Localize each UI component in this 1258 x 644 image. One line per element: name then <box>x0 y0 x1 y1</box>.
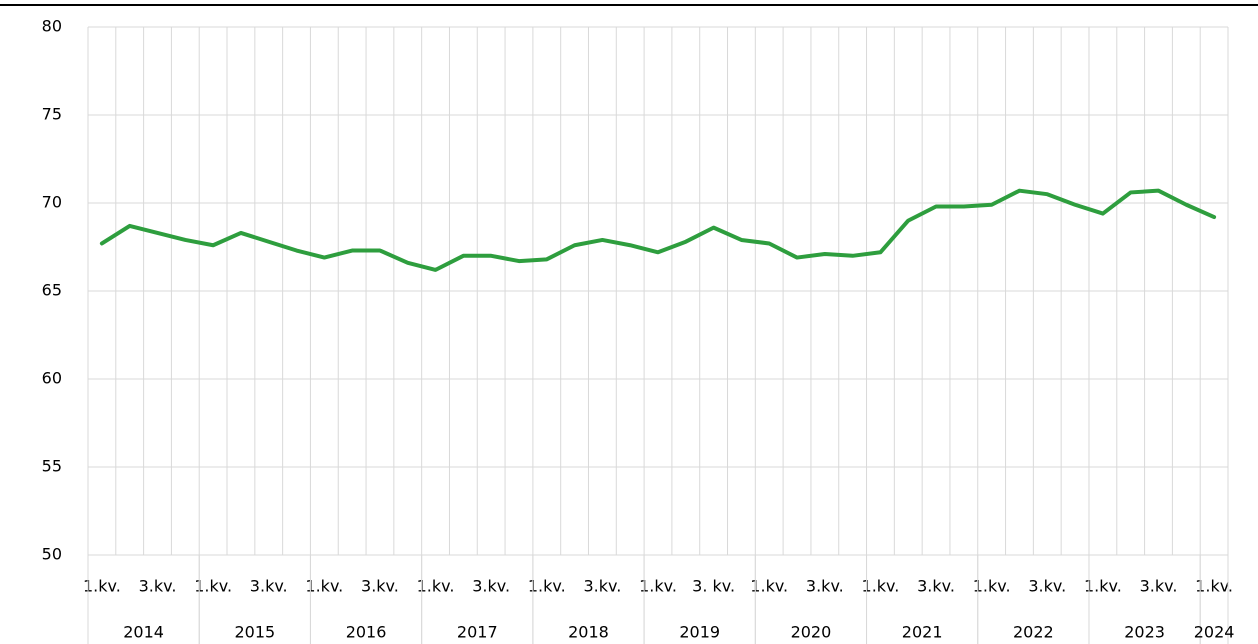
x-tick-label: 3.kv. <box>583 577 621 596</box>
x-tick-label: 3.kv. <box>917 577 955 596</box>
x-tick-label: 3.kv. <box>250 577 288 596</box>
year-label: 2019 <box>679 623 720 642</box>
y-tick-label: 55 <box>42 457 62 476</box>
x-tick-label: 1.kv. <box>862 577 900 596</box>
x-tick-label: 1.kv. <box>528 577 566 596</box>
y-tick-label: 75 <box>42 105 62 124</box>
x-tick-label: 3. kv. <box>692 577 735 596</box>
x-tick-label: 3.kv. <box>806 577 844 596</box>
year-label: 2023 <box>1124 623 1165 642</box>
x-tick-label: 1.kv. <box>973 577 1011 596</box>
x-tick-label: 1.kv. <box>417 577 455 596</box>
y-tick-label: 50 <box>42 545 62 564</box>
y-tick-label: 60 <box>42 369 62 388</box>
x-tick-label: 1.kv. <box>194 577 232 596</box>
x-tick-label: 3.kv. <box>139 577 177 596</box>
x-tick-label: 3.kv. <box>1028 577 1066 596</box>
x-tick-label: 1.kv. <box>750 577 788 596</box>
x-tick-label: 1.kv. <box>1084 577 1122 596</box>
x-tick-label: 3.kv. <box>1140 577 1178 596</box>
line <box>99 188 1217 272</box>
year-label: 2016 <box>346 623 387 642</box>
year-label: 2018 <box>568 623 609 642</box>
year-label: 2022 <box>1013 623 1054 642</box>
x-tick-label: 1.kv. <box>1195 577 1233 596</box>
year-label: 2015 <box>234 623 275 642</box>
year-label: 2017 <box>457 623 498 642</box>
year-label: 2024 <box>1194 623 1235 642</box>
year-label: 2014 <box>123 623 164 642</box>
y-tick-label: 65 <box>42 281 62 300</box>
x-tick-label: 3.kv. <box>472 577 510 596</box>
x-tick-label: 1.kv. <box>639 577 677 596</box>
year-label: 2020 <box>791 623 832 642</box>
year-label: 2021 <box>902 623 943 642</box>
x-tick-label: 3.kv. <box>361 577 399 596</box>
y-tick-label: 80 <box>42 17 62 36</box>
x-tick-label: 1.kv. <box>305 577 343 596</box>
x-tick-label: 1.kv. <box>83 577 121 596</box>
y-tick-label: 70 <box>42 193 62 212</box>
